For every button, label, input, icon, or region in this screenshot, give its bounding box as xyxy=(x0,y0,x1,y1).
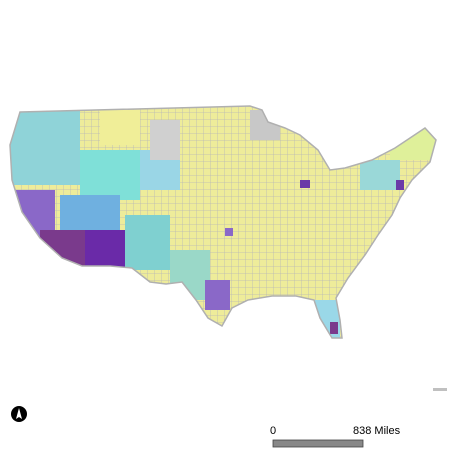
inset-marker xyxy=(433,388,447,391)
scale-end: 838 Miles xyxy=(353,425,401,437)
region-northeast xyxy=(360,160,400,190)
region-nw xyxy=(10,106,80,185)
region-texas-south xyxy=(205,280,230,310)
region-maine xyxy=(390,125,435,160)
region-arizona xyxy=(85,230,125,270)
us-outline xyxy=(9,105,437,339)
county-layer xyxy=(10,106,436,338)
region-dakotas xyxy=(150,120,180,160)
county-patch xyxy=(396,180,404,190)
region-west xyxy=(80,150,140,200)
county-patch xyxy=(300,180,310,188)
region-montana xyxy=(100,110,140,145)
scale-bar xyxy=(272,439,364,448)
region-newmexico xyxy=(125,215,170,270)
scale-start: 0 xyxy=(270,425,276,437)
county-patch xyxy=(330,322,338,334)
county-patch xyxy=(225,228,233,236)
north-arrow-needle xyxy=(16,408,22,419)
